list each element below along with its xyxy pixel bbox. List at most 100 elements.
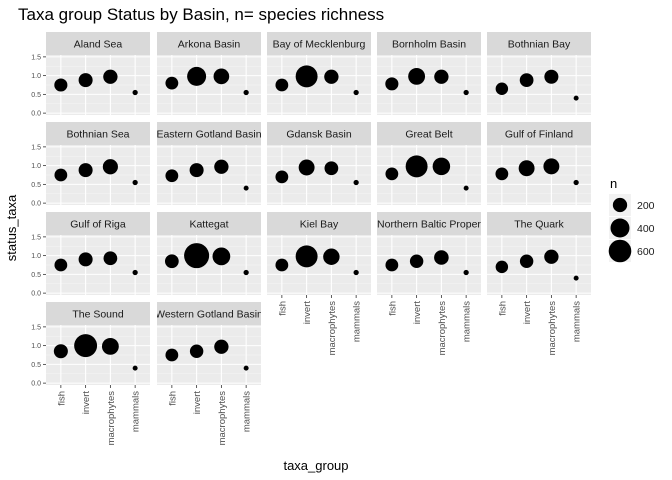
facet-strip [267, 212, 371, 235]
data-point [54, 258, 68, 272]
y-tick-label: 0.5 [31, 92, 41, 99]
data-point [353, 269, 359, 276]
data-point [275, 170, 289, 184]
y-tick-label: 1.5 [31, 234, 41, 241]
data-point [132, 365, 138, 371]
facet-panel: Eastern Gotland Basin [156, 122, 261, 205]
y-tick-label: 0.5 [31, 272, 41, 279]
data-point [243, 185, 249, 191]
legend-label: 200 [637, 200, 655, 212]
data-point [519, 73, 534, 87]
x-tick-label: fish [277, 301, 288, 316]
facet-panel: Bay of Mecklenburg [267, 32, 371, 115]
facet-panels: Aland Sea 0.0 0.5 1.0 1.5 Arkona Basin Bay of … [31, 32, 591, 445]
data-point [573, 95, 579, 101]
y-tick-label: 1.0 [31, 163, 41, 170]
data-point [324, 69, 339, 84]
x-tick-label: macrophytes [437, 301, 448, 356]
facet-strip [487, 212, 591, 235]
y-tick-label: 1.5 [31, 54, 41, 61]
data-point [385, 258, 399, 272]
y-axis-title: status_taxa [4, 194, 19, 261]
facet-strip [46, 122, 150, 145]
data-point [353, 89, 359, 96]
facet-label: Gulf of Riga [70, 219, 126, 231]
facet-label: Bothnian Sea [66, 129, 129, 141]
data-point [463, 89, 469, 96]
data-point [78, 73, 93, 88]
facet-label: Eastern Gotland Basin [156, 129, 261, 141]
data-point [463, 269, 469, 276]
x-tick-label: mammals [131, 391, 142, 432]
facet-panel: Gulf of Finland [487, 122, 591, 205]
legend-key-point [610, 218, 630, 238]
data-point [213, 68, 230, 85]
x-tick-label: macrophytes [327, 301, 338, 356]
x-tick-label: mammals [462, 301, 473, 342]
data-point [187, 66, 207, 86]
chart-title: Taxa group Status by Basin, n= species r… [18, 5, 384, 24]
data-point [495, 260, 509, 274]
x-tick-label: fish [167, 391, 178, 406]
data-point [295, 65, 318, 88]
facet-label: Great Belt [405, 129, 452, 141]
data-point [385, 77, 399, 91]
data-point [434, 69, 449, 84]
facet-label: Bothnian Bay [508, 39, 571, 51]
x-tick-label: invert [192, 391, 203, 415]
facet-panel: Bothnian Sea 0.0 0.5 1.0 1.5 [31, 122, 150, 208]
data-point [101, 337, 119, 355]
facet-label: Gulf of Finland [505, 129, 573, 141]
data-point [324, 161, 339, 176]
data-point [78, 252, 93, 267]
facet-label: Arkona Basin [178, 39, 241, 51]
facet-strip [46, 302, 150, 325]
y-tick-label: 0.0 [31, 291, 41, 298]
data-point [463, 185, 469, 191]
facet-panel: The Sound 0.0 0.5 1.0 1.5 fish invert macrophyt… [31, 302, 150, 445]
data-point [165, 76, 179, 90]
data-point [184, 243, 210, 269]
facet-panel: Bornholm Basin [377, 32, 481, 115]
data-point [434, 250, 449, 265]
data-point [495, 167, 509, 181]
facet-label: Gdansk Basin [286, 129, 352, 141]
data-point [165, 169, 179, 183]
x-tick-label: mammals [352, 301, 363, 342]
data-point [519, 254, 534, 268]
facet-strip [46, 32, 150, 55]
data-point [54, 78, 68, 92]
data-point [212, 247, 231, 266]
facet-strip [157, 32, 261, 55]
facet-label: Western Gotland Basin [155, 309, 263, 321]
facet-panel: Western Gotland Basin fish invert macrophyt… [155, 302, 263, 445]
facet-panel: Gulf of Riga 0.0 0.5 1.0 1.5 [31, 212, 150, 298]
data-point [275, 258, 289, 272]
data-point [103, 69, 118, 84]
facet-label: The Quark [514, 219, 564, 231]
data-point [353, 179, 359, 186]
facet-panel: Aland Sea 0.0 0.5 1.0 1.5 [31, 32, 150, 118]
data-point [409, 254, 424, 268]
y-tick-label: 1.5 [31, 144, 41, 151]
facet-strip [157, 302, 261, 325]
facet-panel: Bothnian Bay [487, 32, 591, 115]
facet-panel: Great Belt [377, 122, 481, 205]
data-point [543, 158, 560, 175]
facet-panel: Northern Baltic Proper fish invert macrophy… [377, 212, 481, 355]
data-point [102, 159, 118, 175]
data-point [165, 348, 179, 362]
data-point [432, 157, 451, 176]
x-tick-label: macrophytes [547, 301, 558, 356]
x-tick-label: invert [412, 301, 423, 325]
y-tick-label: 0.5 [31, 182, 41, 189]
data-point [275, 78, 289, 92]
facet-strip [267, 122, 371, 145]
x-tick-label: mammals [242, 391, 253, 432]
facet-strip [157, 122, 261, 145]
data-point [164, 254, 179, 269]
data-point [189, 344, 204, 358]
data-point [78, 163, 93, 178]
data-point [53, 344, 68, 359]
